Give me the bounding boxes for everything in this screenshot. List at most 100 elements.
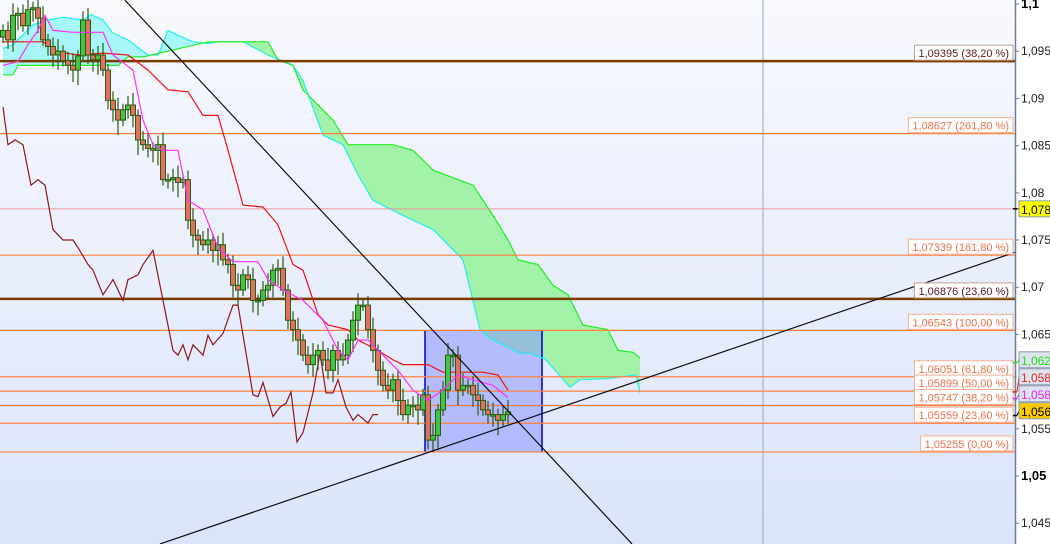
axis-price-label: 1,0582	[1013, 385, 1050, 403]
candlestick	[250, 267, 256, 313]
y-tick-label: 1,055	[1021, 422, 1050, 436]
candlestick	[405, 399, 411, 424]
candlestick	[485, 400, 491, 424]
candle-body	[475, 394, 481, 401]
axis-label-box	[1018, 351, 1050, 369]
axis-label-text: 1,0582	[1021, 388, 1050, 402]
candle-body	[480, 399, 486, 411]
candle-body	[100, 54, 106, 71]
fib-level-label-text: 1,06876 (23,60 %)	[918, 286, 1009, 298]
candlestick	[160, 132, 166, 186]
candle-body	[85, 19, 91, 56]
candle-body	[20, 12, 26, 27]
candle-body	[145, 144, 151, 149]
axis-label-text: 1,0620	[1021, 354, 1050, 368]
candle-body	[80, 19, 86, 57]
candle-body	[470, 384, 476, 396]
candle-body	[125, 104, 131, 111]
candlestick	[435, 403, 441, 451]
candle-body	[400, 399, 406, 416]
fib-level-label: 1,06543 (100,00 %)	[907, 313, 1014, 330]
candle-body	[175, 177, 181, 183]
fib-level-label: 1,05899 (50,00 %)	[913, 374, 1014, 391]
axis-price-label: 1,0783	[1013, 200, 1050, 218]
fib-level-label-text: 1,05255 (0,00 %)	[925, 439, 1009, 451]
fib-level-label-text: 1,05747 (38,20 %)	[918, 392, 1009, 404]
candle-body	[200, 239, 206, 246]
candlestick	[380, 361, 386, 392]
candlestick	[395, 370, 401, 416]
candlestick	[245, 265, 251, 289]
candlestick	[60, 45, 66, 67]
y-tick-label: 1,1	[1021, 0, 1039, 11]
candle-body	[40, 17, 46, 41]
candlestick	[145, 132, 151, 158]
y-tick-label: 1,095	[1021, 44, 1050, 58]
fib-level-label-text: 1,05559 (23,60 %)	[918, 410, 1009, 422]
candle-body	[135, 114, 141, 141]
candlestick	[40, 6, 46, 46]
candle-body	[55, 50, 61, 56]
candlestick	[35, 0, 41, 34]
price-axis[interactable]: 1,1 1,095 1,09 1,085 1,08 1,075 1,07 1,065 1,055…	[1013, 0, 1050, 530]
fib-label-box	[907, 313, 1014, 330]
candlestick	[310, 343, 316, 377]
fib-level-label: 1,06051 (61,80 %)	[913, 360, 1014, 377]
candle-body	[455, 354, 461, 391]
ichimoku-cloud-bearish	[3, 14, 218, 75]
candle-body	[490, 414, 496, 417]
candlestick	[120, 103, 126, 127]
senkou-span-a-line	[3, 41, 641, 359]
candlestick	[230, 255, 236, 298]
candle-body	[15, 12, 21, 16]
candle-body	[355, 304, 361, 321]
fib-label-box	[913, 406, 1014, 423]
candle-body	[170, 177, 176, 181]
candle-body	[360, 304, 366, 308]
candlestick	[295, 317, 301, 356]
candle-body	[70, 64, 76, 71]
candle-body	[30, 7, 36, 11]
fib-level-label: 1,05747 (38,20 %)	[913, 388, 1014, 405]
trendline[interactable]	[159, 251, 1015, 544]
candle-body	[315, 349, 321, 356]
candle-body	[110, 99, 116, 111]
candle-body	[415, 404, 421, 411]
candle-body	[285, 289, 291, 321]
candlestick	[365, 296, 371, 339]
candle-body	[275, 267, 281, 271]
candlestick	[255, 294, 261, 316]
y-tick-label: 1,05	[1021, 468, 1046, 483]
candlestick	[195, 229, 201, 255]
candle-body	[485, 409, 491, 416]
candlestick	[190, 208, 196, 248]
candle-body	[105, 69, 111, 101]
fib-level-label-text: 1,07339 (161,80 %)	[912, 242, 1009, 254]
candlestick	[370, 317, 376, 363]
candle-body	[425, 394, 431, 441]
candle-body	[120, 109, 126, 121]
axis-label-box	[1018, 385, 1050, 403]
plot-area: 1,09395 (38,20 %) 1,08627 (261,80 %) 1,073…	[0, 0, 1015, 544]
candle-body	[65, 60, 71, 66]
candle-body	[165, 179, 171, 182]
candle-body	[460, 384, 466, 391]
candlestick	[445, 343, 451, 400]
candle-body	[45, 39, 51, 47]
candlestick	[240, 268, 246, 297]
candlestick	[500, 405, 506, 427]
candle-body	[160, 144, 166, 181]
candlestick	[260, 281, 266, 307]
candlestick	[265, 273, 271, 300]
candle-body	[270, 269, 276, 286]
trendline[interactable]	[124, 0, 633, 544]
ichimoku-cloud-bullish	[218, 41, 640, 393]
candle-body	[10, 14, 16, 41]
candle-body	[35, 7, 41, 19]
candle-body	[190, 219, 196, 236]
candle-body	[280, 267, 286, 291]
fib-label-box	[913, 44, 1014, 61]
candle-body	[310, 354, 316, 366]
